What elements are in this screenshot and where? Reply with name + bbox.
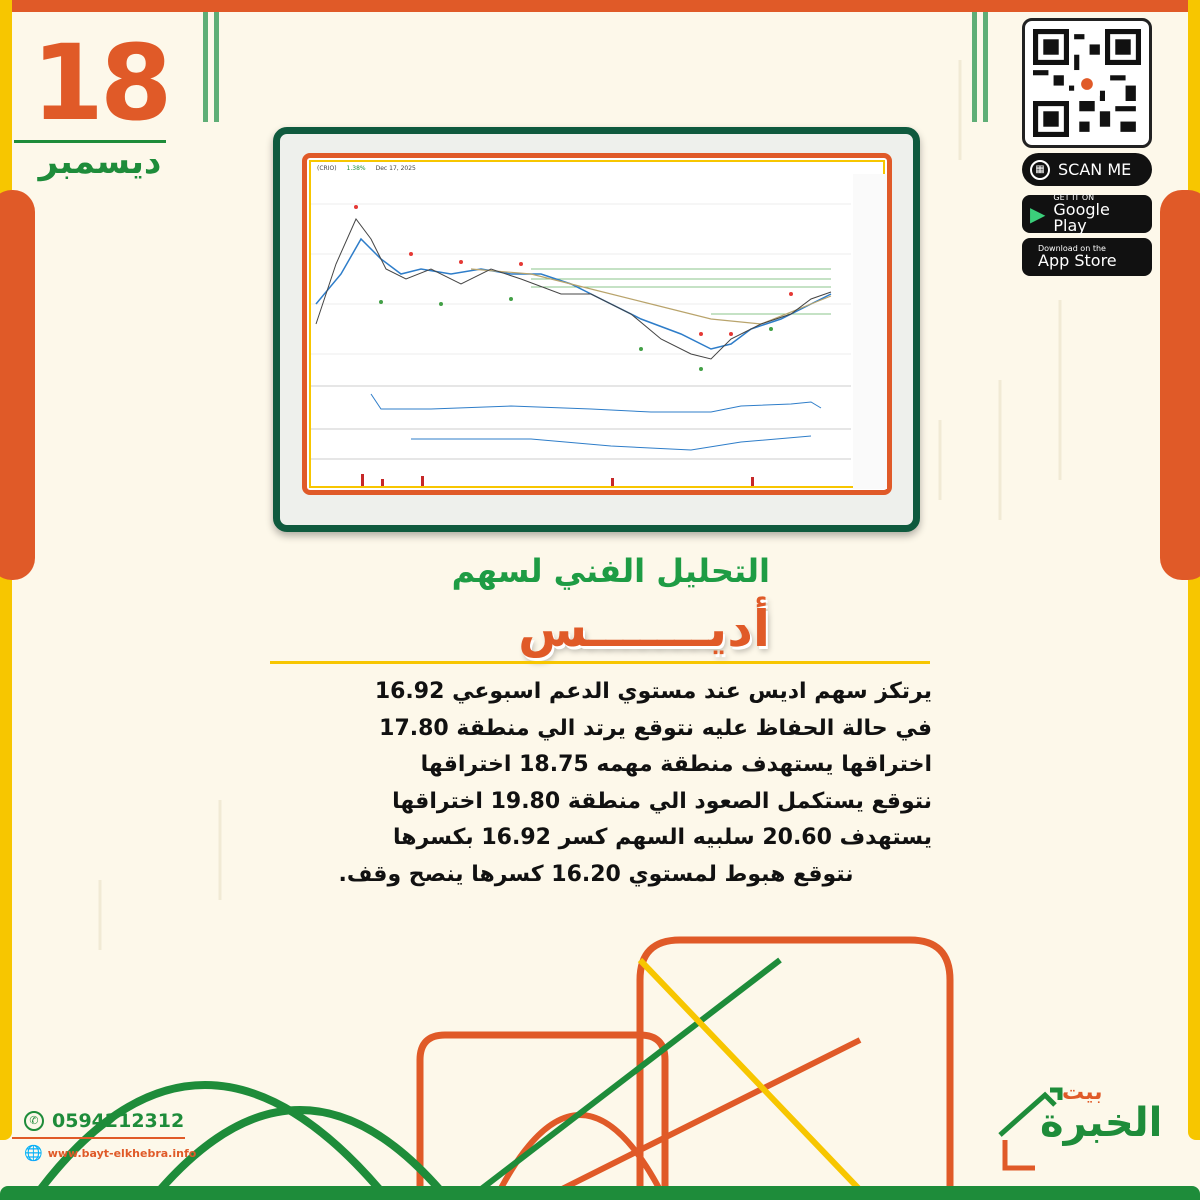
analysis-line: يستهدف 20.60 سلبيه السهم كسر 16.92 بكسره… [393,825,932,850]
decor-line [983,12,988,122]
website-url: www.bayt-elkhebra.info [47,1146,197,1160]
chart-screenshot: (CRIO) 1.38% Dec 17, 2025 [302,153,892,495]
brand-logo [998,1087,1063,1171]
store-small-label: Download on the [1038,244,1106,253]
analysis-line: اختراقها يستهدف منطقة مهمه 18.75 اختراقه… [420,752,932,777]
google-play-button[interactable]: ▶ GET IT ON Google Play [1022,193,1152,235]
scan-me-label: SCAN ME [1058,160,1132,179]
globe-icon: 🌐 [24,1144,43,1162]
bottom-bar [0,1186,1200,1200]
analysis-line: نتوقع يستكمل الصعود الي منطقة 19.80 اختر… [392,788,932,814]
divider [270,661,930,664]
date-divider [14,140,166,143]
top-bar [0,0,1200,12]
app-store-button[interactable]: Download on the App Store [1022,238,1152,276]
store-small-label: GET IT ON [1053,193,1095,202]
brand-top-text: بيت [1062,1080,1103,1105]
contact-divider [12,1137,185,1139]
chart-change: 1.38% [346,165,366,172]
date-month: ديسمبر [38,142,162,182]
price-chart [311,174,887,489]
store-name: Google Play [1053,200,1110,235]
analysis-line: يرتكز سهم اديس عند مستوي الدعم اسبوعي 16… [374,679,932,704]
brand-main-text: الخبرة [1040,1100,1163,1146]
scan-me-button[interactable]: ▦ SCAN ME [1022,153,1152,186]
analysis-text: يرتكز سهم اديس عند مستوي الدعم اسبوعي 16… [260,674,932,893]
store-icon: ▦ [1030,159,1050,180]
store-name: App Store [1038,251,1117,270]
website-link[interactable]: 🌐 www.bayt-elkhebra.info [24,1144,196,1162]
right-orange-bar [1160,190,1200,580]
stock-name: أديـــــــس [518,600,770,658]
qr-code[interactable]: ● [1022,18,1152,148]
left-orange-bar [0,190,35,580]
phone-number: 0594212312 [52,1110,185,1132]
chart-symbol: (CRIO) [317,165,337,172]
analysis-line: في حالة الحفاظ عليه نتوقع يرتد الي منطقة… [379,715,932,741]
chart-header: (CRIO) 1.38% Dec 17, 2025 [311,162,883,175]
date-day: 18 [31,22,173,144]
google-play-icon: ▶ [1030,202,1046,226]
svg-text:●: ● [1080,74,1093,92]
qr-code-icon: ● [1033,29,1141,137]
decor-line [203,12,208,122]
analysis-line: نتوقع هبوط لمستوي 16.20 كسرها ينصح وقف. [338,861,854,887]
whatsapp-icon: ✆ [24,1111,44,1131]
decor-line [972,12,977,122]
headline-title: التحليل الفني لسهم [451,552,770,590]
chart-date: Dec 17, 2025 [375,165,416,172]
phone-contact[interactable]: ✆ 0594212312 [24,1110,184,1132]
decor-line [214,12,219,122]
